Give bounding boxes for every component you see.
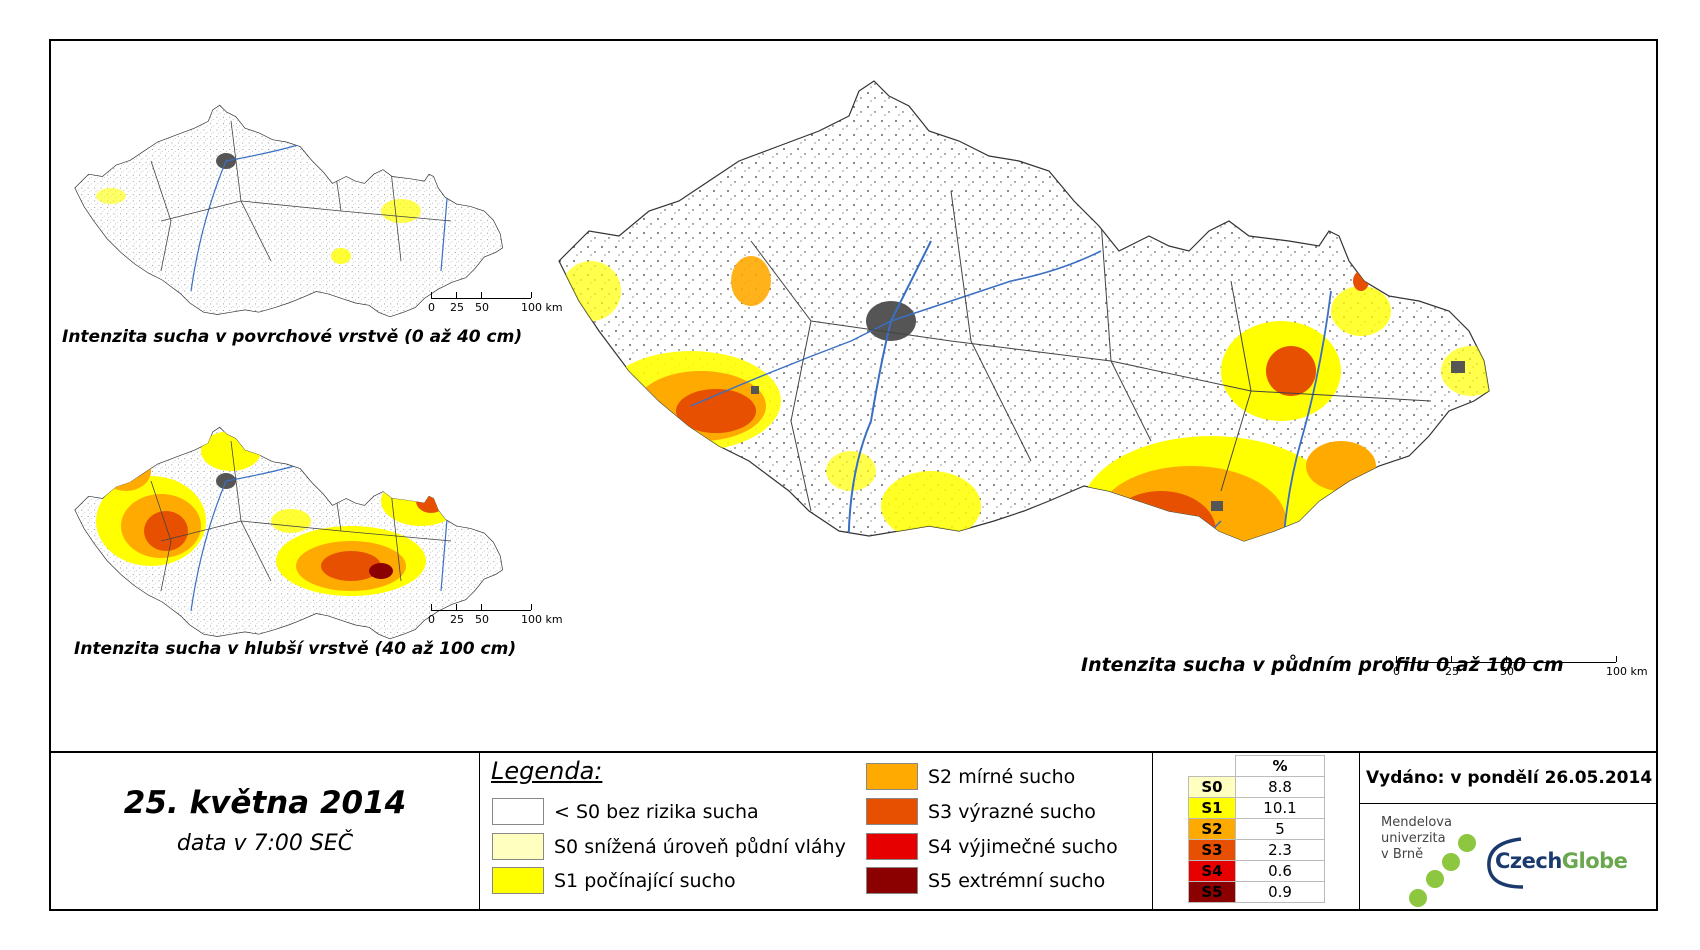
scale-label: 0 — [428, 301, 435, 314]
legend-swatch — [866, 763, 918, 790]
legend-swatch — [492, 833, 544, 860]
main-drought-map — [558, 80, 1490, 542]
cg-logo-globe: Globe — [1561, 849, 1628, 873]
pct-code: S3 — [1188, 839, 1236, 861]
scale-label: 100 km — [521, 301, 563, 314]
scale-label: 25 — [450, 613, 464, 626]
mendel-university-logo: Mendelova univerzita v Brně — [1381, 815, 1452, 863]
cg-logo-czech: Czech — [1495, 849, 1562, 873]
logo-dot — [1458, 834, 1476, 852]
legend-swatch — [492, 867, 544, 894]
pct-code: S2 — [1188, 818, 1236, 840]
legend-swatch — [866, 833, 918, 860]
legend-label: S4 výjimečné sucho — [928, 835, 1118, 858]
surface-layer-title: Intenzita sucha v povrchové vrstvě (0 až… — [62, 327, 523, 347]
pct-code: S4 — [1188, 860, 1236, 882]
legend-item: S3 výrazné sucho — [866, 798, 1096, 825]
scale-label: 50 — [475, 613, 489, 626]
surface-layer-map — [74, 104, 503, 318]
legend-swatch — [492, 798, 544, 825]
pct-value: 0.6 — [1235, 860, 1325, 882]
scale-label: 0 — [1393, 665, 1400, 678]
legend-label: S2 mírné sucho — [928, 765, 1076, 788]
legend-label: S1 počínající sucho — [554, 869, 736, 892]
legend-item: < S0 bez rizika sucha — [492, 798, 759, 825]
maps-canvas — [74, 80, 1490, 640]
legend-title: Legenda: — [491, 757, 603, 785]
mu-logo-line: Mendelova — [1381, 815, 1452, 830]
legend-label: < S0 bez rizika sucha — [554, 800, 759, 823]
pct-code: S1 — [1188, 797, 1236, 819]
scale-label: 100 km — [521, 613, 563, 626]
pct-value: 5 — [1235, 818, 1325, 840]
legend-item: S4 výjimečné sucho — [866, 833, 1118, 860]
maps-panel: Intenzita sucha v povrchové vrstvě (0 až… — [51, 41, 1656, 751]
czechglobe-swoosh-icon — [1487, 837, 1524, 889]
percent-table: % S0 8.8 S1 10.1 S2 5 S3 2.3 S4 0.6 S5 0.9 — [1188, 755, 1325, 903]
legend-swatch — [866, 798, 918, 825]
mu-logo-line: univerzita — [1381, 831, 1446, 846]
legend-label: S3 výrazné sucho — [928, 800, 1096, 823]
legend-swatch — [866, 867, 918, 894]
scale-label: 0 — [428, 613, 435, 626]
logo-dot — [1426, 870, 1444, 888]
legend-item: S2 mírné sucho — [866, 763, 1075, 790]
pct-value: 2.3 — [1235, 839, 1325, 861]
percent-header: % — [1235, 755, 1325, 777]
logo-dot — [1442, 853, 1460, 871]
scale-label: 100 km — [1606, 665, 1648, 678]
pct-value: 10.1 — [1235, 797, 1325, 819]
data-time: data v 7:00 SEČ — [176, 831, 354, 856]
footer-panel: 25. května 2014 data v 7:00 SEČ Legenda:… — [51, 751, 1656, 911]
deeper-layer-title: Intenzita sucha v hlubší vrstvě (40 až 1… — [74, 639, 517, 659]
scale-label: 50 — [1500, 665, 1514, 678]
report-date: 25. května 2014 — [123, 785, 407, 821]
issued-date: Vydáno: v pondělí 26.05.2014 — [1366, 768, 1653, 788]
legend-item: S5 extrémní sucho — [866, 867, 1105, 894]
main-map-title: Intenzita sucha v půdním profilu 0 až 10… — [1081, 654, 1564, 676]
map-sheet: Intenzita sucha v povrchové vrstvě (0 až… — [49, 39, 1658, 911]
scale-label: 25 — [450, 301, 464, 314]
pct-value: 0.9 — [1235, 881, 1325, 903]
pct-value: 8.8 — [1235, 776, 1325, 798]
czechglobe-logo: CzechGlobe — [1495, 849, 1628, 873]
logo-dot — [1409, 889, 1427, 907]
legend-item: S1 počínající sucho — [492, 867, 736, 894]
deeper-layer-map — [74, 426, 503, 640]
pct-code: S0 — [1188, 776, 1236, 798]
legend-label: S0 snížená úroveň půdní vláhy — [554, 835, 846, 858]
legend-label: S5 extrémní sucho — [928, 869, 1106, 892]
scale-label: 25 — [1445, 665, 1459, 678]
legend-item: S0 snížená úroveň půdní vláhy — [492, 833, 846, 860]
pct-code: S5 — [1188, 881, 1236, 903]
mu-logo-line: v Brně — [1381, 847, 1424, 862]
scale-label: 50 — [475, 301, 489, 314]
